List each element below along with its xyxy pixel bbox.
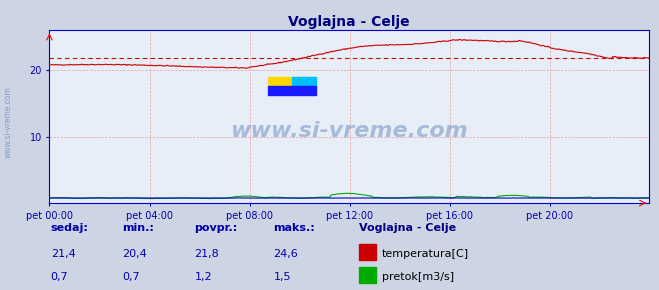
FancyBboxPatch shape xyxy=(268,77,293,86)
Text: 21,8: 21,8 xyxy=(194,249,219,259)
Text: 20,4: 20,4 xyxy=(122,249,147,259)
Text: povpr.:: povpr.: xyxy=(194,222,238,233)
Text: 0,7: 0,7 xyxy=(51,272,69,282)
Text: temperatura[C]: temperatura[C] xyxy=(382,249,469,259)
Text: maks.:: maks.: xyxy=(273,222,315,233)
Text: Voglajna - Celje: Voglajna - Celje xyxy=(359,222,456,233)
FancyBboxPatch shape xyxy=(293,77,316,86)
FancyBboxPatch shape xyxy=(293,86,316,95)
Title: Voglajna - Celje: Voglajna - Celje xyxy=(289,15,410,29)
Text: min.:: min.: xyxy=(122,222,154,233)
Text: www.si-vreme.com: www.si-vreme.com xyxy=(3,86,13,158)
Text: 0,7: 0,7 xyxy=(122,272,140,282)
Text: 1,2: 1,2 xyxy=(194,272,212,282)
Text: 21,4: 21,4 xyxy=(51,249,76,259)
FancyBboxPatch shape xyxy=(268,86,293,95)
Text: sedaj:: sedaj: xyxy=(51,222,88,233)
Text: www.si-vreme.com: www.si-vreme.com xyxy=(231,121,468,141)
Text: 1,5: 1,5 xyxy=(273,272,291,282)
Text: 24,6: 24,6 xyxy=(273,249,299,259)
Text: pretok[m3/s]: pretok[m3/s] xyxy=(382,272,454,282)
